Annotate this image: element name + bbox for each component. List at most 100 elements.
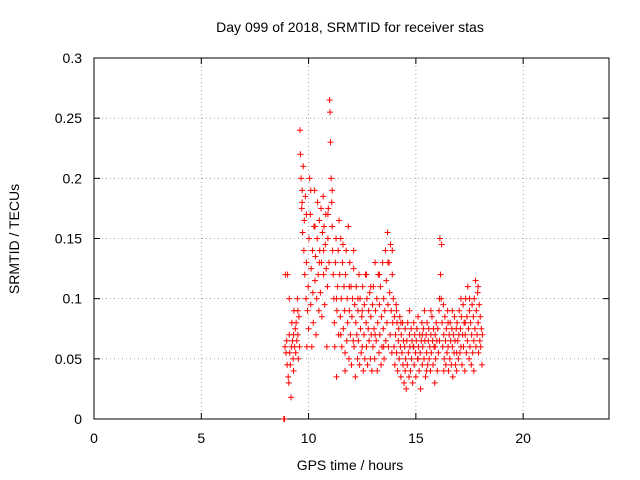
data-point	[468, 331, 475, 338]
data-point	[476, 301, 483, 308]
data-point	[475, 349, 482, 356]
data-point	[436, 307, 443, 314]
data-point	[460, 343, 467, 350]
data-point	[378, 361, 385, 368]
data-point	[322, 241, 329, 248]
data-point	[449, 307, 456, 314]
data-point	[406, 331, 413, 338]
data-point	[436, 337, 443, 344]
data-point	[315, 271, 322, 278]
data-point	[451, 313, 458, 320]
data-point	[366, 289, 373, 296]
data-point	[389, 247, 396, 254]
data-point	[464, 283, 471, 290]
data-point	[358, 349, 365, 356]
data-point	[446, 355, 453, 362]
data-point	[376, 271, 383, 278]
data-point	[303, 259, 310, 266]
data-point	[350, 337, 357, 344]
data-point	[346, 307, 353, 314]
data-point	[475, 319, 482, 326]
data-point	[294, 307, 301, 314]
data-point	[421, 307, 428, 314]
data-point	[325, 259, 332, 266]
data-point	[406, 307, 413, 314]
data-point	[426, 355, 433, 362]
data-point	[458, 313, 465, 320]
data-point	[363, 343, 370, 350]
data-point	[325, 205, 332, 212]
data-point	[396, 355, 403, 362]
data-point	[434, 367, 441, 374]
data-point	[327, 109, 334, 116]
data-point	[442, 361, 449, 368]
data-point	[402, 355, 409, 362]
data-point	[424, 361, 431, 368]
data-point	[452, 361, 459, 368]
data-point	[360, 367, 367, 374]
data-point	[393, 301, 400, 308]
data-point	[436, 295, 443, 302]
data-point	[408, 325, 415, 332]
data-point	[292, 349, 299, 356]
data-point	[290, 355, 297, 362]
data-point	[354, 295, 361, 302]
data-point	[455, 355, 462, 362]
data-point	[323, 343, 330, 350]
data-point	[407, 367, 414, 374]
data-point	[441, 355, 448, 362]
data-point	[462, 331, 469, 338]
data-point	[468, 361, 475, 368]
data-point	[339, 259, 346, 266]
data-point	[287, 361, 294, 368]
data-point	[419, 343, 426, 350]
chart-title: Day 099 of 2018, SRMTID for receiver sta…	[216, 19, 484, 35]
data-point	[391, 361, 398, 368]
data-point	[366, 337, 373, 344]
data-point	[369, 301, 376, 308]
data-point	[376, 301, 383, 308]
data-point	[403, 337, 410, 344]
data-point	[352, 319, 359, 326]
data-point	[300, 163, 307, 170]
data-point	[379, 259, 386, 266]
data-point	[467, 319, 474, 326]
data-point	[454, 337, 461, 344]
y-tick-label: 0	[74, 411, 82, 427]
data-point	[454, 319, 461, 326]
data-point	[324, 211, 331, 218]
data-point	[477, 343, 484, 350]
data-point	[299, 199, 306, 206]
data-point	[466, 355, 473, 362]
data-point	[473, 307, 480, 314]
data-point	[432, 355, 439, 362]
x-tick-label: 0	[90, 430, 98, 446]
data-point	[390, 343, 397, 350]
data-points	[280, 97, 486, 422]
grid-lines	[94, 58, 609, 419]
data-point	[344, 319, 351, 326]
data-point	[470, 367, 477, 374]
data-point	[453, 367, 460, 374]
data-point	[281, 343, 288, 350]
data-point	[463, 349, 470, 356]
data-point	[449, 343, 456, 350]
data-point	[297, 127, 303, 134]
data-point	[377, 283, 384, 290]
data-point	[329, 223, 336, 230]
data-point	[469, 349, 476, 356]
data-point	[364, 361, 371, 368]
data-point	[472, 277, 479, 284]
data-point	[308, 343, 315, 350]
data-point	[363, 271, 370, 278]
data-point	[316, 259, 323, 266]
data-point	[471, 325, 478, 332]
data-point	[365, 325, 372, 332]
data-point	[340, 325, 347, 332]
data-point	[393, 307, 400, 314]
data-point	[470, 313, 477, 320]
data-point	[294, 331, 301, 338]
data-point	[285, 379, 292, 386]
data-point	[324, 283, 331, 290]
data-point	[435, 349, 442, 356]
